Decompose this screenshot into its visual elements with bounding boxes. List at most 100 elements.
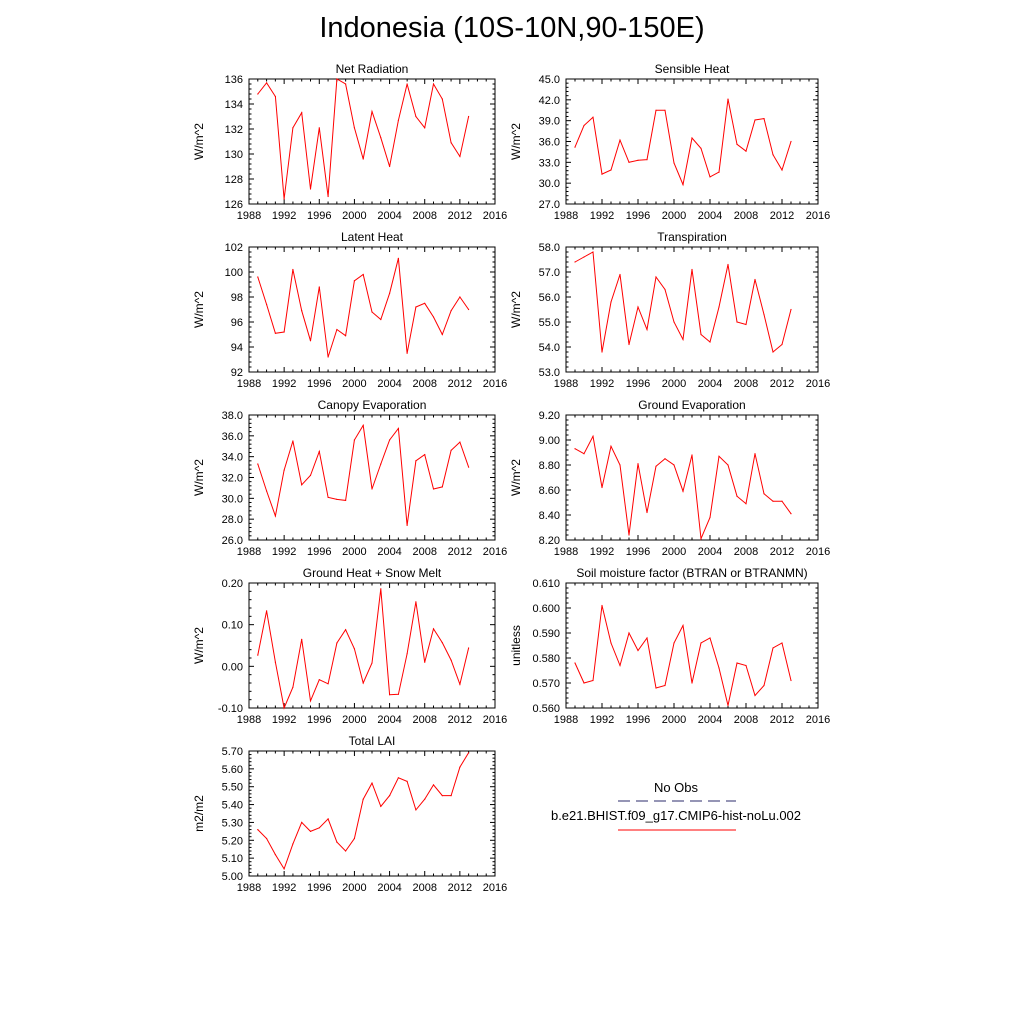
data-point (592, 679, 594, 682)
data-point (646, 511, 648, 514)
y-tick-label: 32.0 (222, 473, 243, 485)
data-point (336, 78, 338, 80)
x-tick-label: 1992 (272, 546, 296, 558)
data-point (459, 155, 461, 158)
x-tick-label: 2016 (483, 714, 507, 726)
data-point (415, 601, 417, 603)
data-point (583, 453, 585, 455)
x-tick-label: 2016 (483, 210, 507, 222)
y-tick-label: 57.0 (539, 267, 560, 279)
x-tick-label: 1996 (307, 714, 331, 726)
x-tick-label: 2008 (412, 378, 436, 390)
data-point (736, 143, 738, 145)
data-point (327, 683, 329, 685)
data-point (790, 513, 792, 515)
y-tick-label: 0.560 (532, 703, 560, 715)
y-tick-label: 0.600 (532, 603, 560, 615)
data-point (709, 341, 711, 343)
x-tick-label: 1992 (272, 714, 296, 726)
data-point (345, 335, 347, 337)
data-point (781, 500, 783, 502)
data-point (301, 638, 303, 640)
y-tick-label: 5.10 (222, 853, 243, 865)
data-point (691, 454, 693, 456)
data-point (664, 458, 666, 460)
data-point (619, 273, 621, 276)
y-tick-label: 0.10 (222, 620, 243, 632)
data-point (283, 198, 285, 200)
data-point (450, 795, 452, 797)
chart-panel: Net Radiation W/m^2 1988 1992 1996 2000 2004 20… (192, 62, 507, 222)
data-point (318, 450, 320, 453)
x-tick-label: 2004 (377, 546, 401, 558)
x-tick-label: 2000 (342, 210, 366, 222)
chart-panel: Total LAI m2/m2 1988 1992 1996 2000 2004 2008 20… (192, 734, 507, 894)
data-point (432, 784, 435, 786)
data-point (301, 310, 303, 312)
data-point (601, 604, 603, 607)
data-point (468, 308, 470, 311)
data-point (700, 642, 702, 644)
data-point (257, 829, 259, 831)
y-tick-label: 5.40 (222, 800, 243, 812)
data-point (441, 98, 443, 100)
x-tick-label: 2000 (342, 882, 366, 894)
data-point (292, 440, 294, 442)
data-point (781, 169, 783, 171)
chart-panel: Ground Evaporation W/m^2 1988 1992 1996 2000 2… (509, 398, 830, 558)
data-point (353, 280, 355, 282)
data-point (266, 837, 268, 840)
data-point (389, 165, 391, 168)
y-tick-label: 5.50 (222, 782, 243, 794)
data-point (727, 263, 729, 266)
data-point (468, 752, 470, 754)
y-tick-label: 36.0 (539, 137, 560, 149)
x-tick-label: 2008 (734, 714, 758, 726)
data-point (736, 662, 738, 664)
data-point (637, 159, 639, 161)
panel-title: Net Radiation (336, 62, 409, 76)
data-point (655, 109, 657, 111)
x-tick-label: 2004 (377, 378, 401, 390)
x-tick-label: 1996 (307, 546, 331, 558)
data-point (283, 469, 285, 471)
data-point (424, 454, 426, 456)
y-tick-label: 30.0 (222, 493, 243, 505)
data-point (424, 127, 426, 129)
series-line (257, 78, 470, 200)
data-point (628, 343, 630, 346)
data-point (610, 445, 612, 447)
x-tick-label: 2016 (483, 546, 507, 558)
panel-title: Ground Evaporation (638, 398, 745, 412)
y-tick-label: 0.610 (532, 578, 560, 590)
legend: No Obs b.e21.BHIST.f09_g17.CMIP6-hist-no… (551, 780, 801, 831)
data-point (353, 127, 355, 129)
data-point (283, 868, 285, 870)
data-point (664, 109, 666, 111)
x-tick-label: 1988 (554, 378, 578, 390)
plot-frame (565, 582, 819, 709)
y-tick-label: 53.0 (539, 367, 560, 379)
x-tick-label: 2000 (342, 378, 366, 390)
data-point (441, 486, 443, 488)
data-point (371, 110, 373, 113)
x-tick-label: 2016 (806, 546, 830, 558)
x-tick-label: 2016 (806, 714, 830, 726)
y-tick-label: 5.60 (222, 764, 243, 776)
data-point (745, 323, 747, 326)
data-point (619, 139, 621, 141)
data-point (292, 127, 294, 129)
x-tick-label: 2008 (412, 714, 436, 726)
data-point (318, 679, 320, 681)
data-point (459, 296, 461, 298)
x-tick-label: 2012 (448, 546, 472, 558)
data-point (709, 516, 711, 519)
y-tick-label: 94 (231, 342, 243, 354)
data-point (450, 142, 452, 144)
panel-title: Total LAI (349, 734, 396, 748)
data-point (380, 588, 382, 590)
data-point (745, 150, 747, 152)
y-tick-label: 0.00 (222, 661, 243, 673)
data-point (345, 83, 347, 85)
